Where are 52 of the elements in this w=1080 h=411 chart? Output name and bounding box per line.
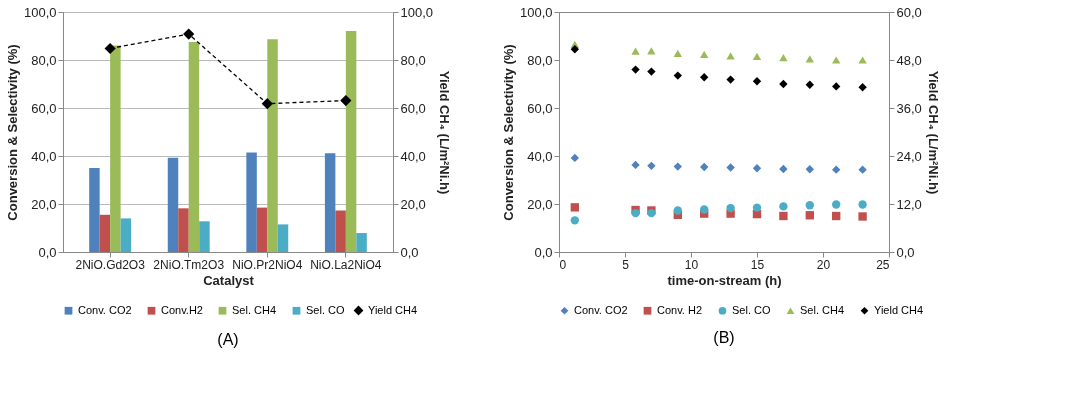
legend-label: Sel. CO xyxy=(306,303,345,316)
y2-tick-label: 60,0 xyxy=(400,100,426,116)
x-tick-label: 5 xyxy=(622,257,630,272)
y-axis-title: Conversion & Selectivity (%) xyxy=(4,44,20,221)
y2-tick-label: 0,0 xyxy=(896,244,915,260)
x-tick-label: 2NiO.Gd2O3 xyxy=(75,257,146,272)
x-tick-label: NiO.Pr2NiO4 xyxy=(232,257,303,272)
y-tick-label: 40,0 xyxy=(31,148,57,164)
y2-tick-label: 0,0 xyxy=(400,244,419,260)
text: (B) xyxy=(713,329,735,346)
x-tick-label: 10 xyxy=(684,257,699,272)
y2-tick-label: 100,0 xyxy=(400,4,434,20)
x-tick-label: 0 xyxy=(559,257,567,272)
legend-label: Sel. CH4 xyxy=(232,303,277,316)
y-tick-label: 80,0 xyxy=(31,52,57,68)
y-tick-label: 100,0 xyxy=(23,4,57,20)
y2-tick-label: 48,0 xyxy=(896,52,922,68)
y2-tick-label: 40,0 xyxy=(400,148,426,164)
y2-tick-label: 12,0 xyxy=(896,196,922,212)
legend-label: Yield CH4 xyxy=(874,303,924,316)
y2-tick-label: 60,0 xyxy=(896,4,922,20)
x-axis-title: Catalyst xyxy=(203,272,255,288)
y2-tick-label: 36,0 xyxy=(896,100,922,116)
x-tick-label: 20 xyxy=(816,257,831,272)
y2-tick-label: 24,0 xyxy=(896,148,922,164)
y-tick-label: 100,0 xyxy=(519,4,553,20)
y-tick-label: 20,0 xyxy=(31,196,57,212)
x-axis-title: time-on-stream (h) xyxy=(667,272,782,288)
legend-label: Sel. CO xyxy=(732,303,771,316)
y-axis-title: Conversion & Selectivity (%) xyxy=(500,44,516,221)
y2-tick-label: 80,0 xyxy=(400,52,426,68)
legend-label: Sel. CH4 xyxy=(800,303,845,316)
x-tick-label: 25 xyxy=(876,257,890,272)
legend-label: Conv.H2 xyxy=(161,303,203,316)
y-tick-label: 0,0 xyxy=(534,244,553,260)
text: (A) xyxy=(217,331,239,348)
legend-label: Conv. H2 xyxy=(657,303,703,316)
y-tick-label: 60,0 xyxy=(527,100,553,116)
y-tick-label: 80,0 xyxy=(527,52,553,68)
legend-label: Yield CH4 xyxy=(368,303,418,316)
y2-tick-label: 20,0 xyxy=(400,196,426,212)
y2-axis-title: Yield CH₄ (L/m²Ni.h) xyxy=(437,70,453,195)
y-tick-label: 60,0 xyxy=(31,100,57,116)
y-tick-label: 0,0 xyxy=(38,244,57,260)
x-tick-label: 15 xyxy=(750,257,765,272)
legend-label: Conv. CO2 xyxy=(574,303,628,316)
legend-label: Conv. CO2 xyxy=(78,303,132,316)
y2-axis-title: Yield CH₄ (L/m²Ni.h) xyxy=(925,70,941,195)
x-tick-label: 2NiO.Tm2O3 xyxy=(153,257,225,272)
y-tick-label: 40,0 xyxy=(527,148,553,164)
x-tick-label: NiO.La2NiO4 xyxy=(310,257,382,272)
y-tick-label: 20,0 xyxy=(527,196,553,212)
